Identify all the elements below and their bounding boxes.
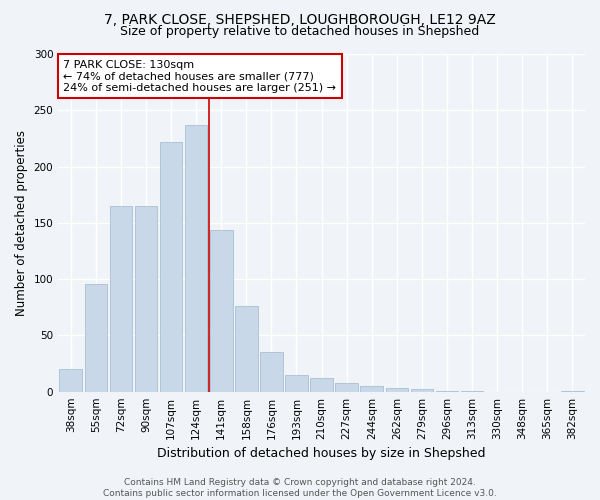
Bar (561, 390, 584, 392)
Bar (361, 386, 383, 392)
Bar (436, 390, 458, 392)
Bar (110, 206, 132, 392)
X-axis label: Distribution of detached houses by size in Shepshed: Distribution of detached houses by size … (157, 447, 486, 460)
Bar (134, 206, 157, 392)
Text: 7, PARK CLOSE, SHEPSHED, LOUGHBOROUGH, LE12 9AZ: 7, PARK CLOSE, SHEPSHED, LOUGHBOROUGH, L… (104, 12, 496, 26)
Bar (59, 369, 82, 392)
Text: Contains HM Land Registry data © Crown copyright and database right 2024.
Contai: Contains HM Land Registry data © Crown c… (103, 478, 497, 498)
Bar (285, 375, 308, 392)
Bar (235, 306, 257, 392)
Bar (260, 352, 283, 392)
Bar (160, 142, 182, 392)
Bar (85, 284, 107, 392)
Bar (210, 230, 233, 392)
Bar (386, 388, 408, 392)
Bar (410, 390, 433, 392)
Bar (185, 125, 208, 392)
Text: Size of property relative to detached houses in Shepshed: Size of property relative to detached ho… (121, 25, 479, 38)
Bar (461, 390, 484, 392)
Text: 7 PARK CLOSE: 130sqm
← 74% of detached houses are smaller (777)
24% of semi-deta: 7 PARK CLOSE: 130sqm ← 74% of detached h… (63, 60, 336, 93)
Bar (310, 378, 333, 392)
Bar (335, 382, 358, 392)
Y-axis label: Number of detached properties: Number of detached properties (15, 130, 28, 316)
